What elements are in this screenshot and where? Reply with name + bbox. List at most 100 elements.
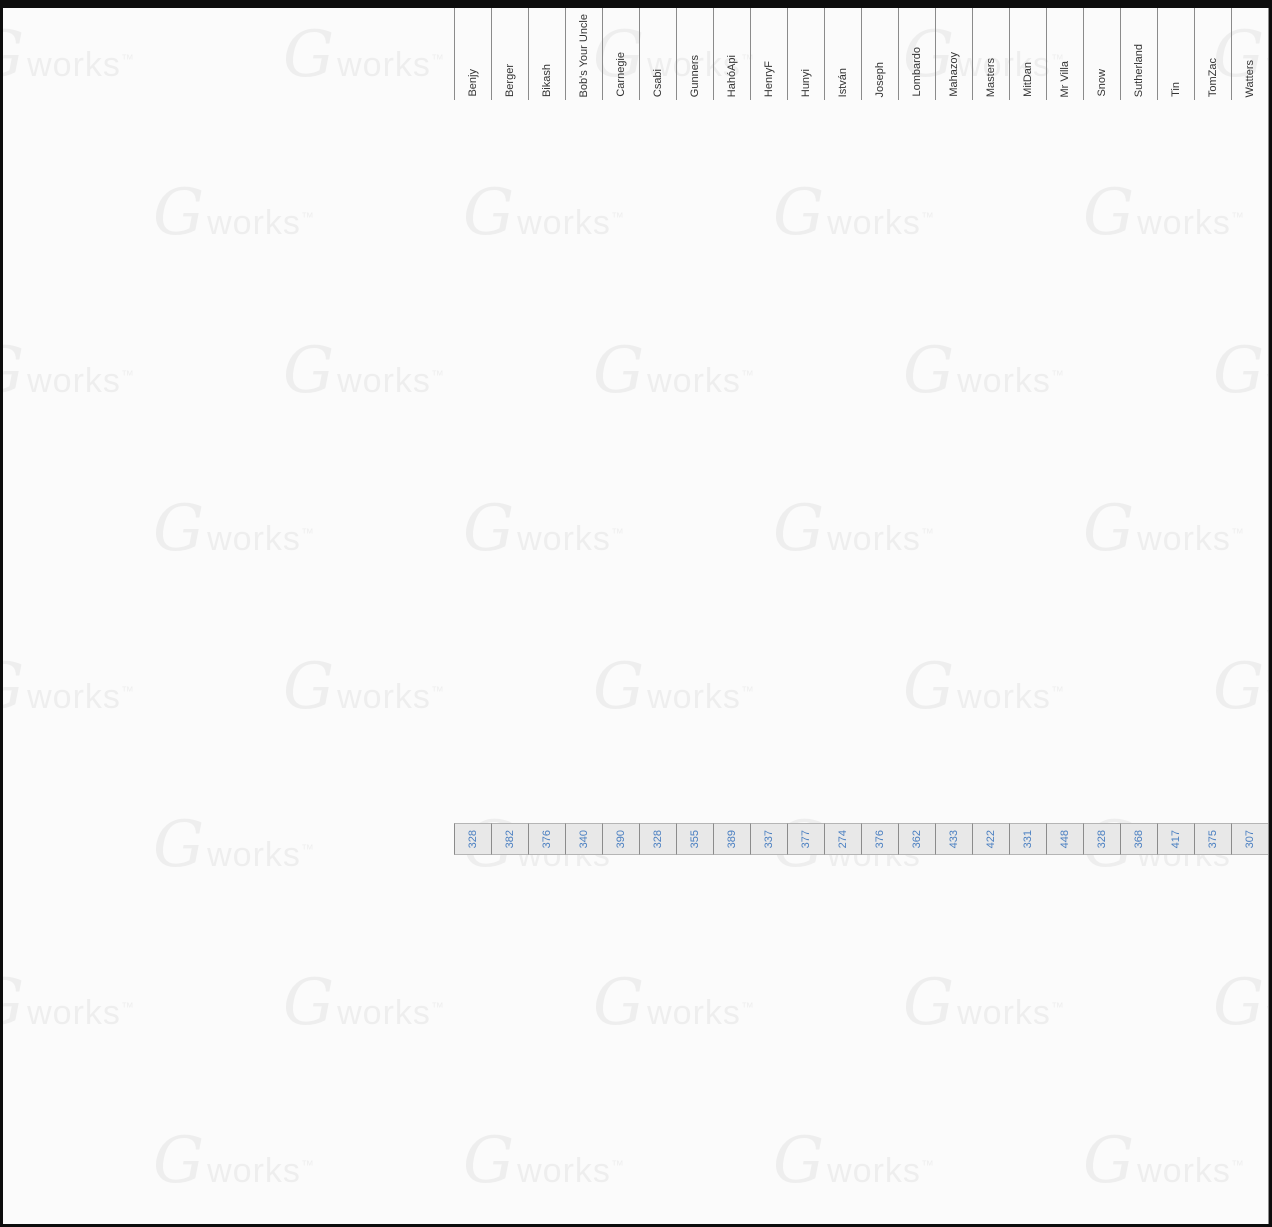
watermark-tm: ™ [610, 1157, 625, 1173]
watermark-glyph: G [593, 966, 646, 1040]
total-score-value: 340 [578, 829, 590, 849]
watermark: Gworks™ [1213, 650, 1269, 724]
player-name-column: Gunners [676, 8, 713, 100]
player-name: Lombardo [911, 47, 923, 97]
watermark-glyph: G [463, 1124, 516, 1198]
watermark-glyph: G [3, 18, 25, 92]
player-name-column: Bob's Your Uncle [565, 8, 602, 100]
watermark: Gworks™ [1213, 966, 1269, 1040]
watermark-tm: ™ [300, 841, 315, 857]
watermark-glyph: G [593, 334, 646, 408]
total-score-value: 328 [1096, 829, 1108, 849]
total-score-value: 362 [911, 829, 923, 849]
player-name: Watters [1244, 59, 1256, 98]
watermark-glyph: G [153, 1124, 206, 1198]
watermark: Gworks™ [463, 492, 625, 566]
player-name-column: Mahazoy [935, 8, 972, 100]
player-name: István [837, 67, 849, 97]
watermark-glyph: G [1213, 18, 1266, 92]
watermark: Gworks™ [283, 966, 445, 1040]
watermark: Gworks™ [153, 176, 315, 250]
total-score-cell: 368 [1120, 823, 1157, 855]
total-score-cell: 355 [676, 823, 713, 855]
watermark: Gworks™ [593, 966, 755, 1040]
watermark: Gworks™ [903, 650, 1065, 724]
watermark: Gworks™ [1083, 492, 1245, 566]
watermark: Gworks™ [283, 18, 445, 92]
player-name: Csabi [652, 68, 664, 97]
watermark: Gworks™ [903, 334, 1065, 408]
watermark-tm: ™ [430, 367, 445, 383]
watermark: Gworks™ [1083, 1124, 1245, 1198]
watermark-glyph: G [1083, 176, 1136, 250]
total-score-cell: 274 [824, 823, 861, 855]
watermark: Gworks™ [3, 966, 135, 1040]
top-header: PLAYERS: TOTAL SCORE: CURRENT STANDING: … [3, 8, 1269, 1224]
total-score-value: 390 [615, 829, 627, 849]
watermark-glyph: G [773, 176, 826, 250]
player-name: Mahazoy [948, 52, 960, 97]
watermark-glyph: G [773, 1124, 826, 1198]
watermark-glyph: G [3, 650, 25, 724]
watermark-glyph: G [903, 966, 956, 1040]
player-name: Hunyi [800, 68, 812, 97]
player-name-column: Carnegie [602, 8, 639, 100]
watermark-tm: ™ [430, 683, 445, 699]
total-score-value: 328 [652, 829, 664, 849]
player-name: Snow [1096, 69, 1108, 97]
watermark-tm: ™ [1230, 525, 1245, 541]
watermark: Gworks™ [3, 18, 135, 92]
watermark: Gworks™ [463, 176, 625, 250]
total-score-value: 382 [504, 829, 516, 849]
total-score-cell: 376 [528, 823, 565, 855]
total-score-cell: 328 [639, 823, 676, 855]
watermark-glyph: G [1213, 650, 1266, 724]
player-name-column: HahóApi [713, 8, 750, 100]
watermark-glyph: G [903, 334, 956, 408]
watermark-tm: ™ [120, 683, 135, 699]
player-name-column: Masters [972, 8, 1009, 100]
total-score-row: 328 382 376 340 390 328 355 389 337 377 274 376 362 4… [454, 823, 1269, 1224]
total-score-cell: 328 [454, 823, 491, 855]
watermark: Gworks™ [1083, 176, 1245, 250]
watermark-glyph: G [283, 650, 336, 724]
watermark: Gworks™ [153, 492, 315, 566]
total-score-value: 375 [1207, 829, 1219, 849]
player-name-column: István [824, 8, 861, 100]
player-names-row: Benjy Berger Bikash Bob's Your Uncle Carnegi… [454, 8, 1269, 823]
total-score-value: 274 [837, 829, 849, 849]
total-score-value: 331 [1022, 829, 1034, 849]
player-name-column: MitDan [1009, 8, 1046, 100]
total-score-cell: 328 [1083, 823, 1120, 855]
watermark-tm: ™ [300, 1157, 315, 1173]
watermark-tm: ™ [740, 683, 755, 699]
total-score-value: 377 [800, 829, 812, 849]
watermark: Gworks™ [593, 650, 755, 724]
player-name: Bikash [541, 63, 553, 97]
player-name-column: Joseph [861, 8, 898, 100]
watermark: Gworks™ [283, 334, 445, 408]
watermark-tm: ™ [740, 367, 755, 383]
watermark-glyph: G [463, 176, 516, 250]
total-score-value: 376 [874, 829, 886, 849]
watermark: Gworks™ [903, 966, 1065, 1040]
watermark-glyph: G [3, 966, 25, 1040]
watermark: Gworks™ [773, 1124, 935, 1198]
player-name: Gunners [689, 54, 701, 97]
player-name: Mr Villa [1059, 60, 1071, 97]
watermark-glyph: G [903, 650, 956, 724]
watermark-glyph: G [463, 492, 516, 566]
total-score-cell: 377 [787, 823, 824, 855]
watermark-tm: ™ [120, 51, 135, 67]
player-name-column: Benjy [454, 8, 491, 100]
watermark-tm: ™ [610, 525, 625, 541]
player-name: HenryF [763, 60, 775, 97]
total-score-cell: 448 [1046, 823, 1083, 855]
watermark-glyph: G [283, 18, 336, 92]
watermark-tm: ™ [1050, 51, 1065, 67]
player-name-column: Berger [491, 8, 528, 100]
watermark: Gworks™ [3, 334, 135, 408]
total-score-cell: 433 [935, 823, 972, 855]
total-score-cell: 375 [1194, 823, 1231, 855]
watermark: Gworks™ [3, 650, 135, 724]
